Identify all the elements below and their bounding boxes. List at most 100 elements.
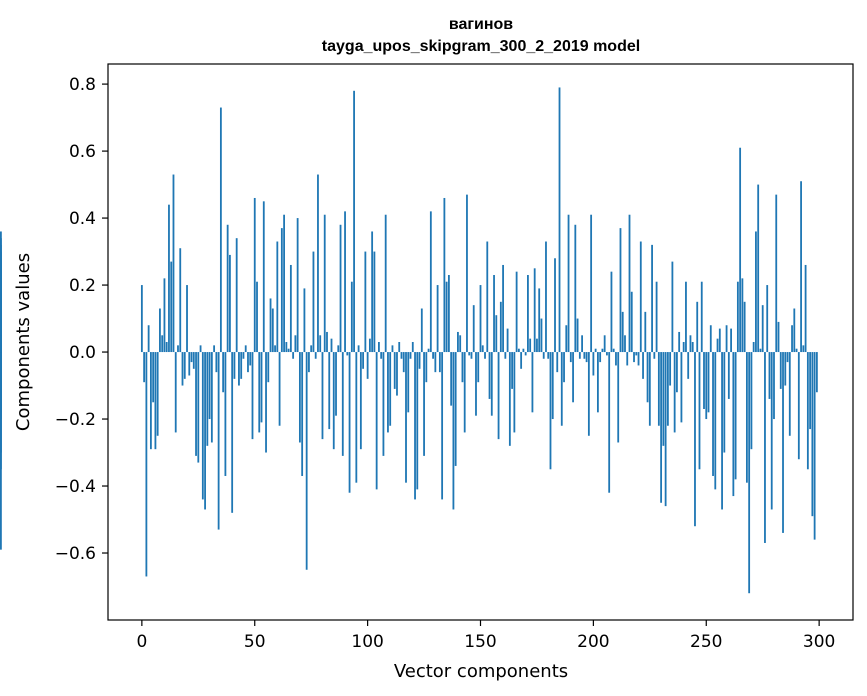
bar (504, 352, 507, 359)
bar (445, 281, 448, 353)
bar (398, 342, 401, 353)
bar (267, 352, 270, 383)
bar (804, 264, 807, 353)
bar (341, 352, 344, 456)
bar (682, 342, 685, 353)
x-tick-label: 0 (136, 632, 147, 652)
bar (569, 352, 572, 363)
bar (703, 352, 705, 409)
bar (802, 345, 805, 353)
bar (283, 214, 285, 353)
bar (402, 352, 405, 373)
bar (538, 288, 541, 353)
bar (626, 352, 629, 366)
bar (775, 194, 778, 353)
bar (183, 352, 186, 379)
bar (314, 352, 317, 359)
bar (400, 352, 403, 359)
bar (396, 352, 398, 396)
bar (563, 352, 565, 383)
bar (484, 352, 486, 359)
bar (213, 345, 216, 353)
bar (328, 352, 331, 430)
bar (536, 338, 538, 353)
bar (718, 328, 721, 353)
bar (434, 352, 437, 373)
bar (481, 345, 484, 353)
bar (217, 352, 220, 530)
bar (359, 352, 362, 450)
bar (229, 254, 231, 353)
bar (416, 352, 419, 490)
bar (669, 352, 672, 386)
bar (152, 352, 155, 403)
bar (739, 147, 742, 353)
bar (233, 352, 236, 379)
bar (646, 352, 649, 403)
bar (497, 352, 500, 440)
bar (287, 348, 290, 353)
x-tick-label: 250 (690, 632, 722, 652)
bar (280, 228, 283, 353)
y-tick-label: 0.0 (69, 343, 96, 363)
bar (276, 241, 279, 353)
bar (531, 352, 534, 413)
bar (188, 352, 191, 376)
y-tick-label: −0.2 (55, 410, 96, 430)
bar (515, 271, 518, 353)
bar (362, 352, 365, 369)
bar (815, 352, 818, 393)
bar (714, 352, 717, 490)
bar (177, 345, 179, 353)
bar (271, 308, 274, 353)
bar (249, 352, 252, 366)
bar (256, 281, 258, 353)
bar (427, 348, 430, 353)
bar (748, 352, 751, 594)
bar (545, 241, 547, 353)
bar (269, 298, 272, 353)
bar (364, 251, 367, 353)
bar (517, 348, 520, 353)
bar (524, 352, 527, 356)
bar (238, 352, 240, 386)
bar (578, 352, 581, 359)
bar (599, 352, 602, 363)
bar (411, 342, 414, 353)
bar (619, 228, 622, 353)
bar (389, 352, 392, 426)
bar (357, 345, 360, 353)
bar (777, 321, 780, 353)
bar (743, 301, 746, 353)
bar (558, 87, 561, 353)
bar (479, 285, 482, 353)
bar (199, 345, 202, 353)
bar (741, 278, 744, 353)
bar (321, 352, 324, 440)
bar (154, 352, 157, 450)
bar (371, 231, 374, 353)
bar (466, 194, 468, 353)
bar (486, 241, 489, 353)
bar (495, 315, 498, 353)
bar (463, 352, 466, 433)
bar (707, 352, 710, 413)
bar (436, 285, 439, 353)
bar (727, 352, 730, 399)
bar (621, 311, 624, 353)
bar (156, 352, 159, 436)
bar (513, 352, 516, 433)
bar (560, 352, 563, 426)
bar (0, 352, 2, 409)
bar (583, 352, 586, 359)
bar (612, 348, 615, 353)
bar (716, 338, 719, 353)
bar (506, 328, 509, 353)
bar (782, 352, 784, 533)
bar (691, 342, 694, 353)
x-tick-label: 50 (244, 632, 266, 652)
bar (251, 352, 254, 440)
bar (174, 352, 177, 433)
bar (642, 352, 644, 379)
bar (490, 352, 493, 416)
